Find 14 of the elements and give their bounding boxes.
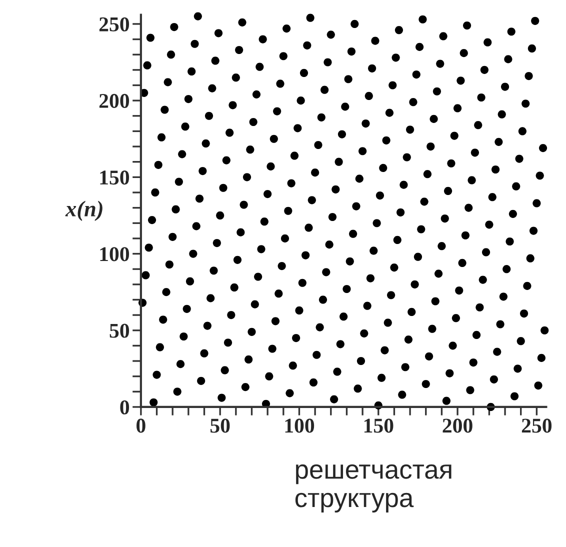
y-tick-label: 100 [100,247,130,262]
x-tick-label: 100 [285,418,314,433]
y-tick-label: 250 [99,17,130,32]
x-tick-label: 0 [136,418,146,433]
y-tick-label: 150 [100,170,130,185]
y-tick-label: 200 [99,94,130,108]
y-tick-label: 0 [120,400,130,414]
x-tick-label: 150 [364,418,394,433]
y-axis-title: x(n) [65,200,102,221]
x-tick-label: 200 [442,418,472,433]
x-tick-label: 50 [210,418,230,433]
x-tick-label: 250 [522,418,552,433]
y-tick-label: 50 [110,324,130,338]
text: решетчастая структура [295,464,452,513]
